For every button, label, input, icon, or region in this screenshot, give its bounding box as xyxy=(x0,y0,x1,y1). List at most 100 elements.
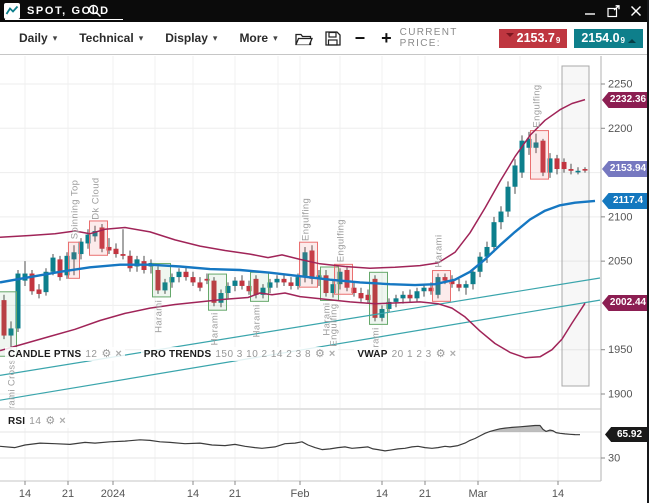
candle-body xyxy=(344,269,350,288)
price-axis-label: 2250 xyxy=(608,79,632,91)
candle-body xyxy=(442,277,448,281)
time-axis-label: 14 xyxy=(552,488,564,500)
gear-icon[interactable]: ⚙ xyxy=(45,415,56,427)
candle-body xyxy=(169,277,175,283)
technical-dropdown[interactable]: Technical ▾ xyxy=(68,31,154,45)
pattern-annotation: Harami xyxy=(371,327,382,360)
candle-body xyxy=(50,257,56,272)
up-arrow-icon xyxy=(628,39,636,43)
pattern-annotation: Harami xyxy=(210,312,221,345)
indicator-params: 14 xyxy=(29,415,42,427)
candle-body xyxy=(57,259,63,278)
indicator-legend-candle-ptns: CANDLE PTNS 12 ⚙ × xyxy=(5,347,125,361)
search-icon[interactable] xyxy=(88,4,102,18)
candle-body xyxy=(323,275,329,294)
close-icon[interactable]: × xyxy=(115,348,122,360)
candle-body xyxy=(78,241,84,255)
time-axis-label: 2024 xyxy=(101,488,125,500)
time-axis-label: 14 xyxy=(376,488,388,500)
price-axis-label: 2100 xyxy=(608,211,632,223)
candle-body xyxy=(316,275,322,279)
candle-body xyxy=(246,285,252,292)
candle-body xyxy=(15,273,21,329)
interval-dropdown-label: Daily xyxy=(19,31,48,45)
open-folder-icon[interactable] xyxy=(294,31,313,46)
candle-body xyxy=(407,294,413,299)
pattern-annotation: Engulfing xyxy=(336,219,347,262)
toolbar: Daily ▾ Technical ▾ Display ▾ More ▾ − +… xyxy=(0,22,649,55)
candle-body xyxy=(498,211,504,223)
ask-price-pip: 9 xyxy=(620,36,625,45)
candle-body xyxy=(71,252,77,260)
candle-body xyxy=(358,293,364,299)
candle-body xyxy=(36,289,42,294)
close-icon[interactable]: × xyxy=(328,348,336,360)
time-axis-label: 14 xyxy=(187,488,199,500)
rsi-pane[interactable] xyxy=(0,410,601,481)
gear-icon[interactable]: ⚙ xyxy=(435,348,446,360)
pattern-annotation: Harami Cross xyxy=(7,359,18,422)
display-dropdown[interactable]: Display ▾ xyxy=(154,31,228,45)
price-axis-label: 2050 xyxy=(608,256,632,268)
candle-body xyxy=(470,271,476,285)
pattern-annotation: Harami xyxy=(154,300,165,333)
candle-body xyxy=(113,248,119,255)
price-axis-label: 2200 xyxy=(608,123,632,135)
time-axis-label: 21 xyxy=(229,488,241,500)
candle-body xyxy=(414,291,420,299)
main-pane-legend: CANDLE PTNS 12 ⚙ × PRO TRENDS 150 3 10 2 14 2… xyxy=(5,347,460,361)
indicator-params: 20 1 2 3 xyxy=(391,348,432,360)
pattern-annotation: Engulfing xyxy=(532,84,543,127)
candle-body xyxy=(106,246,112,251)
popout-button[interactable] xyxy=(606,4,620,18)
candle-body xyxy=(512,165,518,187)
candle-body xyxy=(211,280,217,303)
price-axis-label: 1950 xyxy=(608,344,632,356)
chevron-down-icon: ▾ xyxy=(212,32,218,43)
candle-body xyxy=(162,282,168,291)
save-icon[interactable] xyxy=(324,30,341,46)
interval-dropdown[interactable]: Daily ▾ xyxy=(8,31,68,45)
candle-body xyxy=(491,222,497,247)
candle-body xyxy=(449,280,455,285)
candle-body xyxy=(29,273,35,292)
gear-icon[interactable]: ⚙ xyxy=(315,348,325,360)
zoom-out-button[interactable]: − xyxy=(354,28,366,48)
close-icon[interactable]: × xyxy=(59,415,66,427)
time-axis-label: 21 xyxy=(419,488,431,500)
indicator-legend-vwap: VWAP 20 1 2 3 ⚙ × xyxy=(354,347,460,361)
candle-body xyxy=(330,284,336,294)
pro-trends-ma-line xyxy=(0,199,596,287)
time-axis-label: 21 xyxy=(62,488,74,500)
candle-body xyxy=(421,287,427,292)
window-title: SPOT, GOLD xyxy=(27,5,110,17)
indicator-legend-pro-trends: PRO TRENDS 150 3 10 2 14 2 3 8 ⚙ × xyxy=(140,347,339,361)
candle-body xyxy=(435,277,441,295)
bearish-pattern-box xyxy=(530,130,549,180)
more-dropdown[interactable]: More ▾ xyxy=(228,31,288,45)
candle-body xyxy=(253,278,259,295)
candle-body xyxy=(582,169,588,171)
rsi-axis-label: 30 xyxy=(608,453,620,465)
candle-body xyxy=(92,231,98,237)
indicator-name: RSI xyxy=(8,415,26,427)
candle-body xyxy=(484,246,490,257)
close-icon[interactable]: × xyxy=(449,348,457,360)
current-price-label: CURRENT PRICE: xyxy=(399,27,458,49)
title-bar: SPOT, GOLD xyxy=(0,0,649,22)
candle-body xyxy=(575,170,581,173)
minimize-button[interactable] xyxy=(583,4,597,18)
bid-price-pip: 9 xyxy=(555,36,561,45)
candle-body xyxy=(372,278,378,318)
bullish-pattern-box xyxy=(152,262,171,298)
main-price-pane[interactable]: Harami Cross Spinning Top Dk Cloud Harami Ha… xyxy=(0,56,601,422)
close-button[interactable] xyxy=(629,4,643,18)
pattern-annotation: Engulfing xyxy=(329,303,340,346)
gear-icon[interactable]: ⚙ xyxy=(101,348,112,360)
bullish-pattern-box xyxy=(369,271,388,325)
candle-body xyxy=(120,254,126,256)
zoom-in-button[interactable]: + xyxy=(381,28,392,48)
candle-body xyxy=(260,287,266,295)
